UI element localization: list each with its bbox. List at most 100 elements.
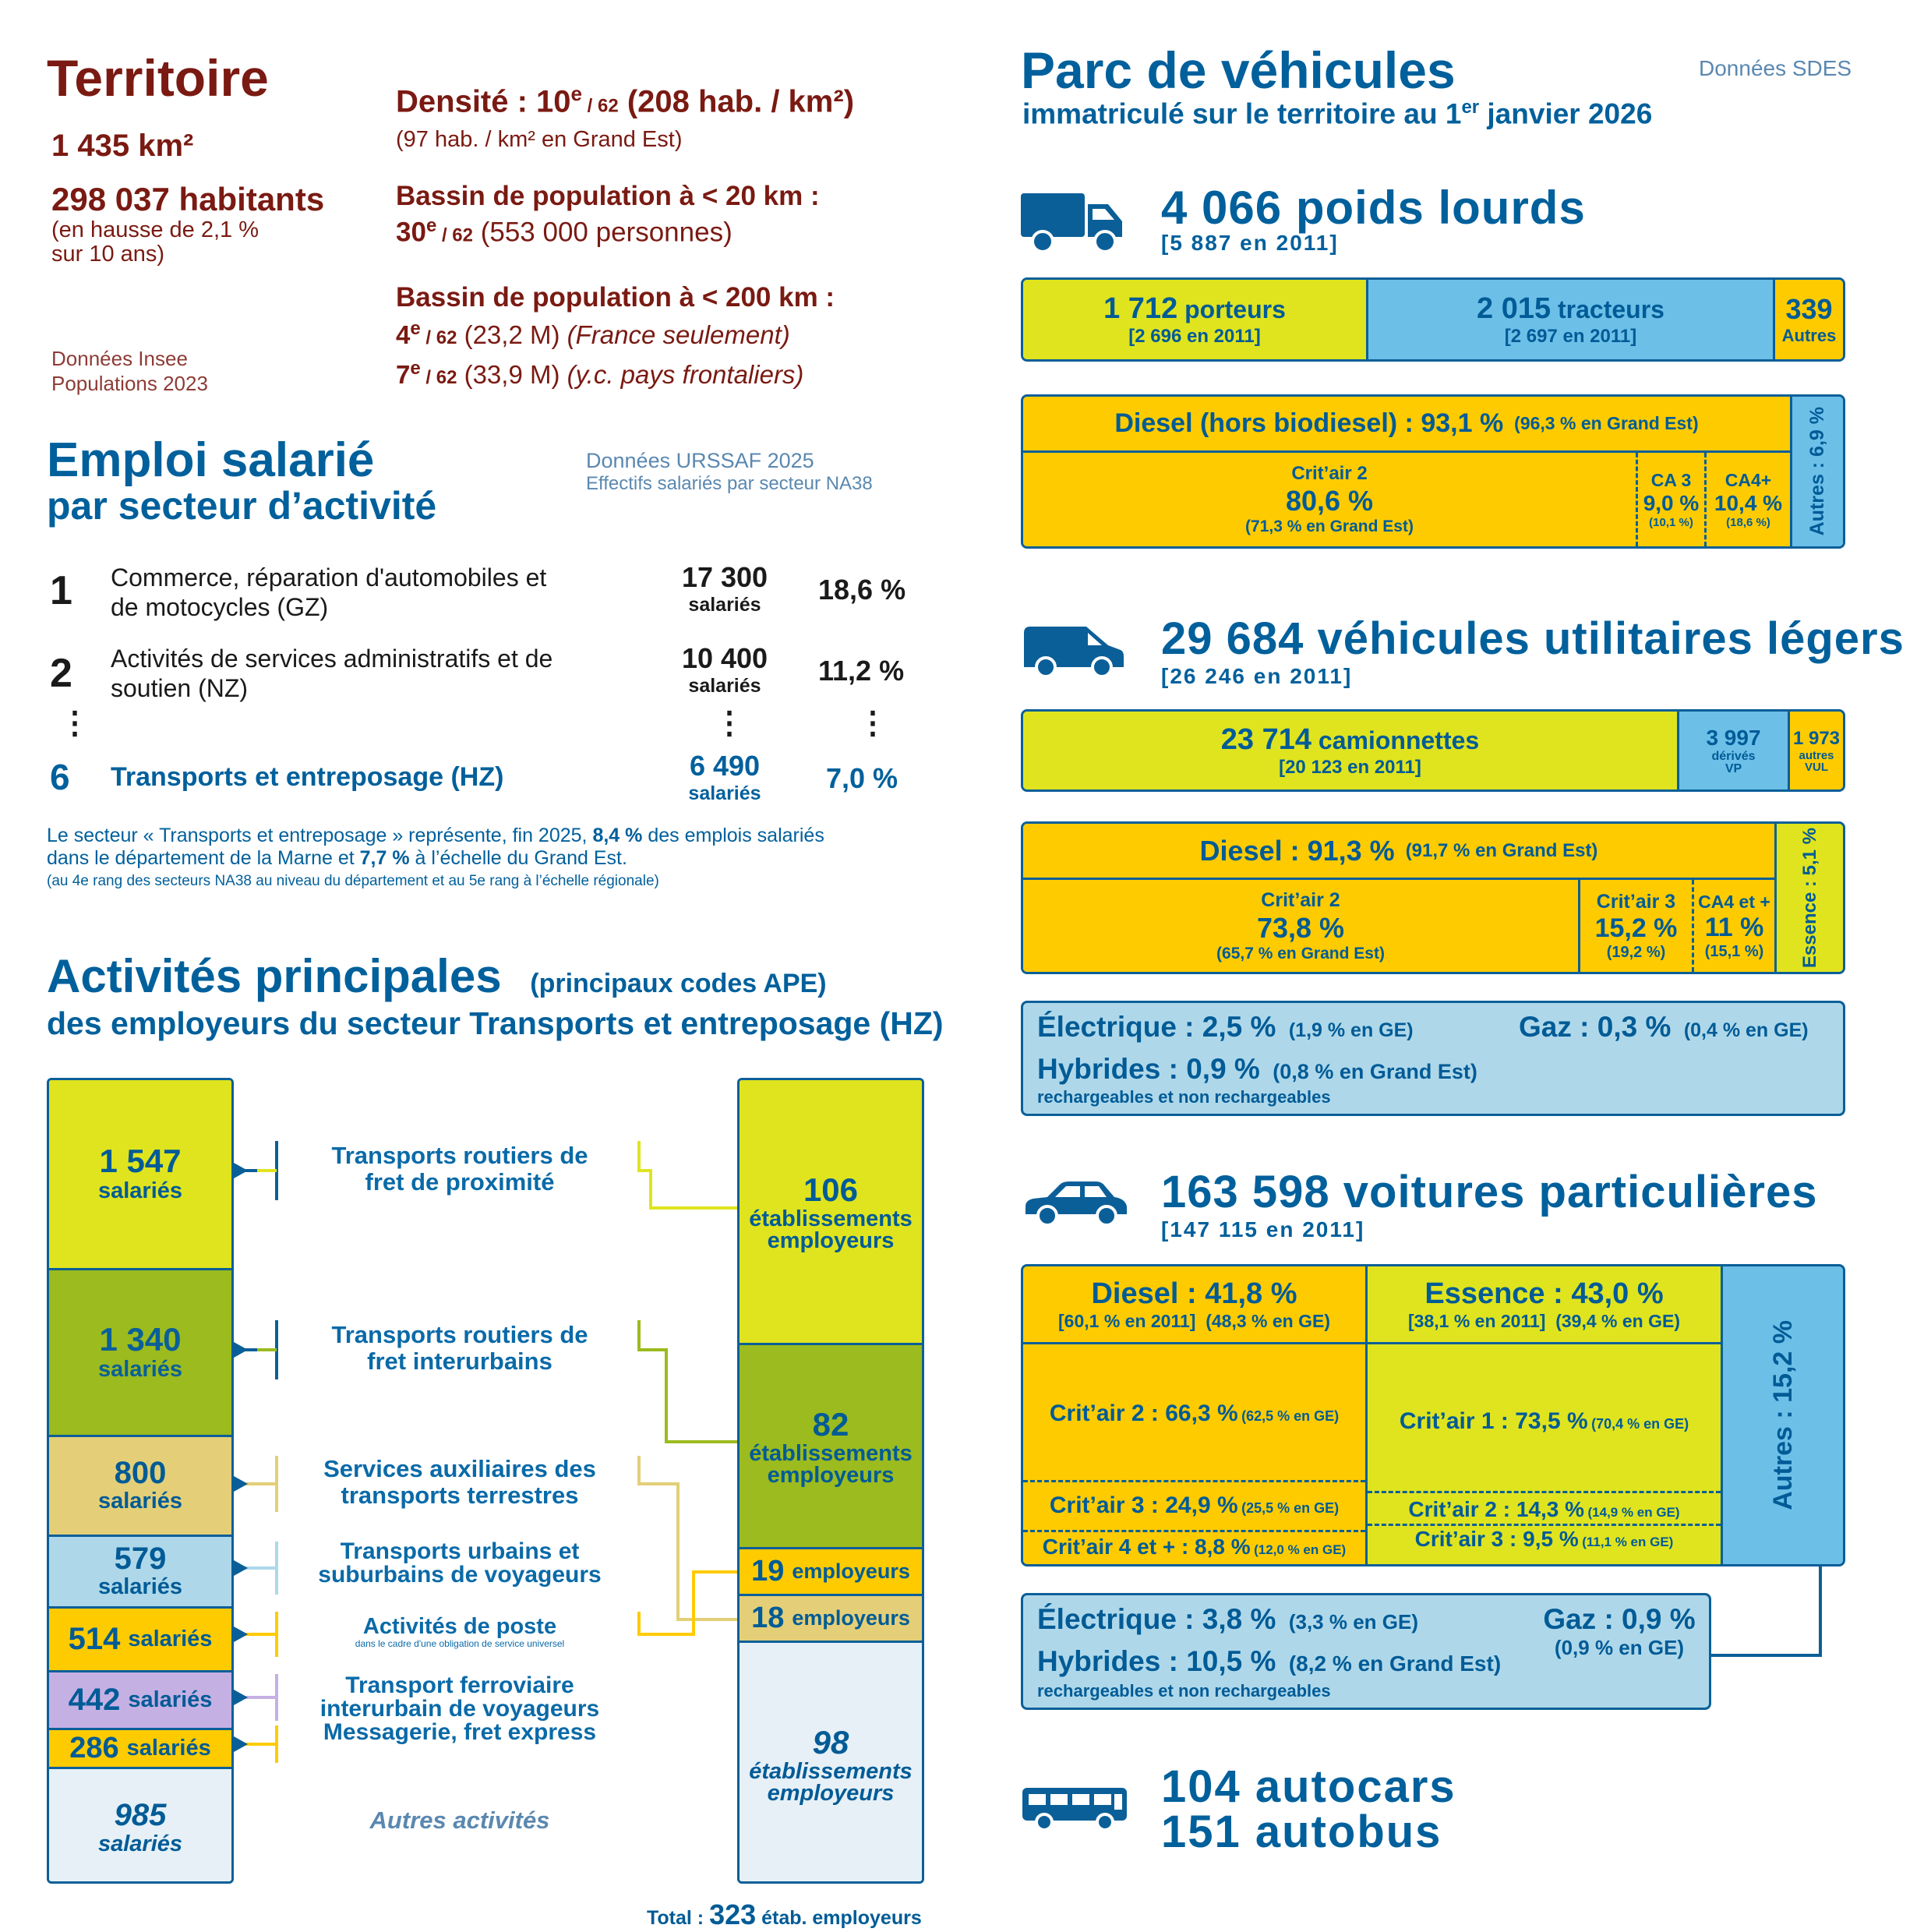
vul-ca3-label: Crit’air 3 (1596, 890, 1676, 913)
salaries-unit: salariés (97, 1831, 183, 1856)
subtitle-b: janvier 2026 (1479, 97, 1653, 130)
vul-vp-label-1: dérivés (1711, 750, 1756, 763)
salaries-block-7: 286 salariés (49, 1730, 231, 1769)
salaries-value: 286 (69, 1732, 119, 1764)
vp-d-ca2: Crit’air 2 : 66,3 % (62,5 % en GE) (1050, 1400, 1339, 1427)
activites-subtitle: des employeurs du secteur Transports et … (47, 1005, 944, 1041)
vp-essence-ref: [38,1 % en 2011] (39,4 % en GE) (1408, 1310, 1680, 1331)
activity-label-2-line-1: Transports routiers de (331, 1321, 588, 1348)
vp-e-ca1: Crit’air 1 : 73,5 % (70,4 % en GE) (1400, 1408, 1689, 1435)
vul-autres-label-1: autres (1799, 749, 1834, 762)
pl-autres: 339 Autres (1775, 280, 1843, 359)
pl-tracteurs-label: tracteurs (1551, 295, 1664, 323)
vul-essence: Essence : 5,1 % (1774, 824, 1843, 972)
etab-value: 82 (812, 1405, 849, 1443)
etab-unit-1: établissements (749, 1759, 913, 1784)
vul-diesel: Diesel : 91,3 % (91,7 % en Grand Est) (1023, 824, 1774, 880)
urssaf-source-line-2: Effectifs salariés par secteur NA38 (586, 473, 873, 494)
sector-count-2-value: 10 400 (681, 642, 768, 674)
territoire-title: Territoire (47, 49, 269, 107)
vp-ref: [147 115 en 2011] (1161, 1217, 1365, 1241)
subtitle-a: immatriculé sur le territoire au 1 (1022, 97, 1462, 130)
vul-autres-label-2: VUL (1805, 761, 1828, 774)
salaries-value: 985 (114, 1797, 167, 1832)
sector-label-2-line-2: soutien (NZ) (111, 674, 249, 702)
pl-ca4-value: 10,4 % (1714, 491, 1783, 515)
etab-unit-1: établissements (749, 1440, 913, 1466)
vul-ca2-label: Crit’air 2 (1261, 888, 1340, 911)
pl-critair3: CA 3 9,0 % (10,1 %) (1636, 453, 1704, 546)
pl-ca2-label: Crit’air 2 (1291, 463, 1368, 484)
bus-icon (1021, 1786, 1130, 1833)
pl-tracteurs-value: 2 015 (1477, 291, 1552, 325)
autobus-count: 151 autobus (1161, 1807, 1442, 1857)
bassin20-value: (553 000 personnes) (473, 217, 733, 248)
vul-hyb-ge: (0,8 % en Grand Est) (1273, 1060, 1477, 1083)
vp-e-ca1-ge: (70,4 % en GE) (1591, 1416, 1689, 1432)
note-1b: 8,4 % (592, 825, 643, 846)
vul-cam-ref: [20 123 en 2011] (1279, 756, 1421, 778)
bassin200-label: Bassin de population à < 200 km : (396, 282, 835, 313)
salaries-block-4: 579 salariés (49, 1537, 231, 1609)
pl-fuel-box: Diesel (hors biodiesel) : 93,1 % (96,3 %… (1021, 394, 1845, 549)
vp-elec-ge: (3,3 % en GE) (1288, 1610, 1418, 1634)
pl-porteurs: 1 712 porteurs [2 696 en 2011] (1023, 280, 1368, 359)
salaries-block-2: 1 340 salariés (49, 1270, 231, 1437)
salaries-column: 1 547 salariés 1 340 salariés 800 salari… (47, 1078, 234, 1884)
vul-alt-fuels: Électrique : 2,5 % (1,9 % en GE) Gaz : 0… (1021, 1001, 1845, 1116)
density-label: Densité : 10 (396, 84, 571, 119)
activity-label-4-line-1: Transports urbains et (340, 1538, 580, 1564)
note-2b: 7,7 % (359, 847, 410, 869)
emploi-title: Emploi salarié (47, 433, 375, 487)
vp-e-ca2: Crit’air 2 : 14,3 % (14,9 % en GE) (1368, 1497, 1721, 1522)
salaries-value: 1 547 (99, 1143, 182, 1179)
sector-pct-1: 18,6 % (818, 574, 906, 606)
vul-critair2: Crit’air 2 73,8 % (65,7 % en Grand Est) (1023, 880, 1578, 972)
vp-hyb-label: Hybrides : 10,5 % (1037, 1645, 1276, 1677)
vul-ca2-ge: (65,7 % en Grand Est) (1216, 944, 1385, 962)
salaries-block-6: 442 salariés (49, 1672, 231, 1730)
vp-d-ca3: Crit’air 3 : 24,9 % (25,5 % en GE) (1023, 1492, 1365, 1519)
bassin200-value-1: (23,2 M) (457, 320, 567, 349)
vp-essence-critair: Crit’air 1 : 73,5 % (70,4 % en GE) Crit’… (1368, 1344, 1723, 1564)
pl-ca4-ge: (18,6 %) (1726, 516, 1770, 529)
activity-label-2-line-2: fret interurbains (367, 1347, 552, 1375)
salaries-value: 1 340 (99, 1321, 182, 1358)
activity-label-1-line-1: Transports routiers de (331, 1142, 588, 1169)
urssaf-source: Données URSSAF 2025 Effectifs salariés p… (586, 449, 873, 496)
vul-gaz-ge: (0,4 % en GE) (1683, 1019, 1809, 1041)
salaries-unit: salariés (97, 1178, 183, 1203)
vp-e-ca3: Crit’air 3 : 9,5 % (11,1 % en GE) (1368, 1527, 1721, 1552)
vul-elec-label: Électrique : 2,5 % (1037, 1011, 1276, 1043)
note-1c: des emplois salariés (642, 825, 824, 846)
emploi-note-line-2: dans le département de la Marne et 7,7 %… (47, 847, 824, 870)
vp-e-ca3-ge: (11,1 % en GE) (1582, 1535, 1674, 1549)
vp-essence-label: Essence : 43,0 % (1424, 1277, 1664, 1310)
density-note: (97 hab. / km² en Grand Est) (396, 127, 683, 152)
of62: / 62 (436, 224, 473, 246)
parc-title: Parc de véhicules (1021, 41, 1456, 99)
sector-count-2: 10 400 salariés (670, 642, 779, 698)
sector-pct-6: 7,0 % (826, 762, 898, 794)
etab-block-3: 19 employeurs (740, 1549, 922, 1596)
etab-unit-1: employeurs (792, 1606, 910, 1630)
salaries-value: 514 (68, 1622, 121, 1656)
total-unit: étab. employeurs (756, 1907, 922, 1929)
salaries-block-3: 800 salariés (49, 1437, 231, 1537)
vp-electrique: Électrique : 3,8 % (3,3 % en GE) (1037, 1603, 1418, 1636)
pl-tracteurs: 2 015 tracteurs [2 697 en 2011] (1368, 280, 1775, 359)
territoire-area: 1 435 km² (51, 129, 194, 163)
sector-count-1-unit: salariés (688, 594, 761, 616)
salaries-block-5: 514 salariés (49, 1609, 231, 1672)
vul-cam-label: camionnettes (1311, 726, 1480, 754)
sector-count-6-unit: salariés (688, 782, 761, 804)
sector-label-1: Commerce, réparation d'automobiles et de… (111, 563, 546, 622)
vul-derives-vp: 3 997 dérivés VP (1679, 712, 1790, 789)
etab-unit-2: employeurs (767, 1462, 895, 1488)
subtitle-sup: er (1461, 97, 1480, 118)
pl-tracteurs-ref: [2 697 en 2011] (1504, 325, 1637, 347)
activity-label-3-line-2: transports terrestres (341, 1482, 579, 1509)
vul-electrique: Électrique : 2,5 % (1,9 % en GE) (1037, 1011, 1414, 1044)
bassin200-value-2: (33,9 M) (457, 360, 567, 389)
etab-block-2: 82 établissements employeurs (740, 1345, 922, 1549)
